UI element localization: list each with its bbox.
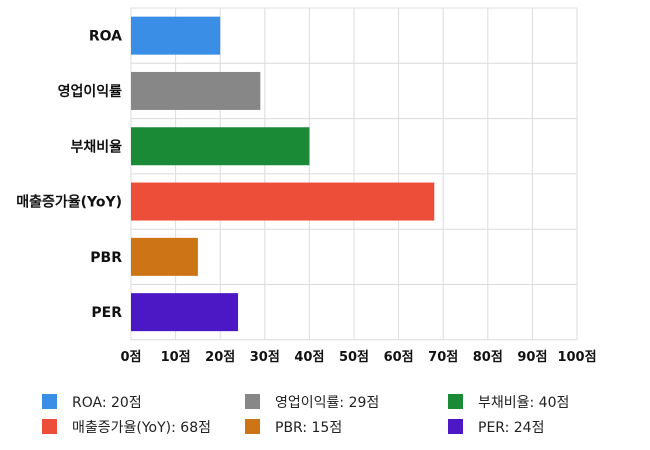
bar (131, 127, 310, 166)
legend-swatch (245, 394, 260, 409)
legend-label: PER: 24점 (478, 420, 544, 436)
legend-label: ROA: 20점 (72, 395, 142, 411)
category-label: 영업이익률 (58, 83, 123, 100)
category-label: PER (91, 305, 122, 321)
legend-swatch (42, 394, 57, 409)
legend-label: 매출증가율(YoY): 68점 (72, 420, 211, 436)
bar (131, 182, 435, 221)
x-tick-label: 80점 (473, 350, 503, 365)
x-tick-label: 40점 (294, 350, 324, 365)
x-tick-label: 30점 (250, 350, 280, 365)
legend-swatch (448, 394, 463, 409)
x-tick-label: 90점 (517, 350, 547, 365)
x-tick-label: 60점 (384, 350, 414, 365)
bar (131, 237, 198, 276)
category-label: ROA (89, 29, 122, 45)
x-tick-label: 20점 (205, 350, 235, 365)
bars (131, 16, 435, 332)
x-tick-labels: 0점 10점 20점 30점 40점 50점 60점 70점 80점 90점 100점 (120, 350, 596, 365)
legend-label: 영업이익률: 29점 (275, 395, 379, 411)
legend-swatch (245, 419, 260, 434)
x-tick-label: 50점 (339, 350, 369, 365)
category-label: PBR (90, 250, 122, 266)
category-label: 매출증가율(YoY) (16, 194, 122, 211)
legend-label: PBR: 15점 (275, 420, 342, 436)
x-tick-label: 0점 (120, 350, 141, 365)
x-tick-label: 70점 (428, 350, 458, 365)
legend-swatch (448, 419, 463, 434)
bar (131, 71, 261, 110)
category-label: 부채비율 (70, 138, 122, 155)
bar (131, 293, 239, 332)
x-tick-label: 10점 (161, 350, 191, 365)
x-tick-label: 100점 (557, 350, 596, 365)
bar (131, 16, 221, 55)
grid-lines (130, 7, 578, 341)
legend-label: 부채비율: 40점 (478, 395, 569, 411)
legend-swatch (42, 419, 57, 434)
